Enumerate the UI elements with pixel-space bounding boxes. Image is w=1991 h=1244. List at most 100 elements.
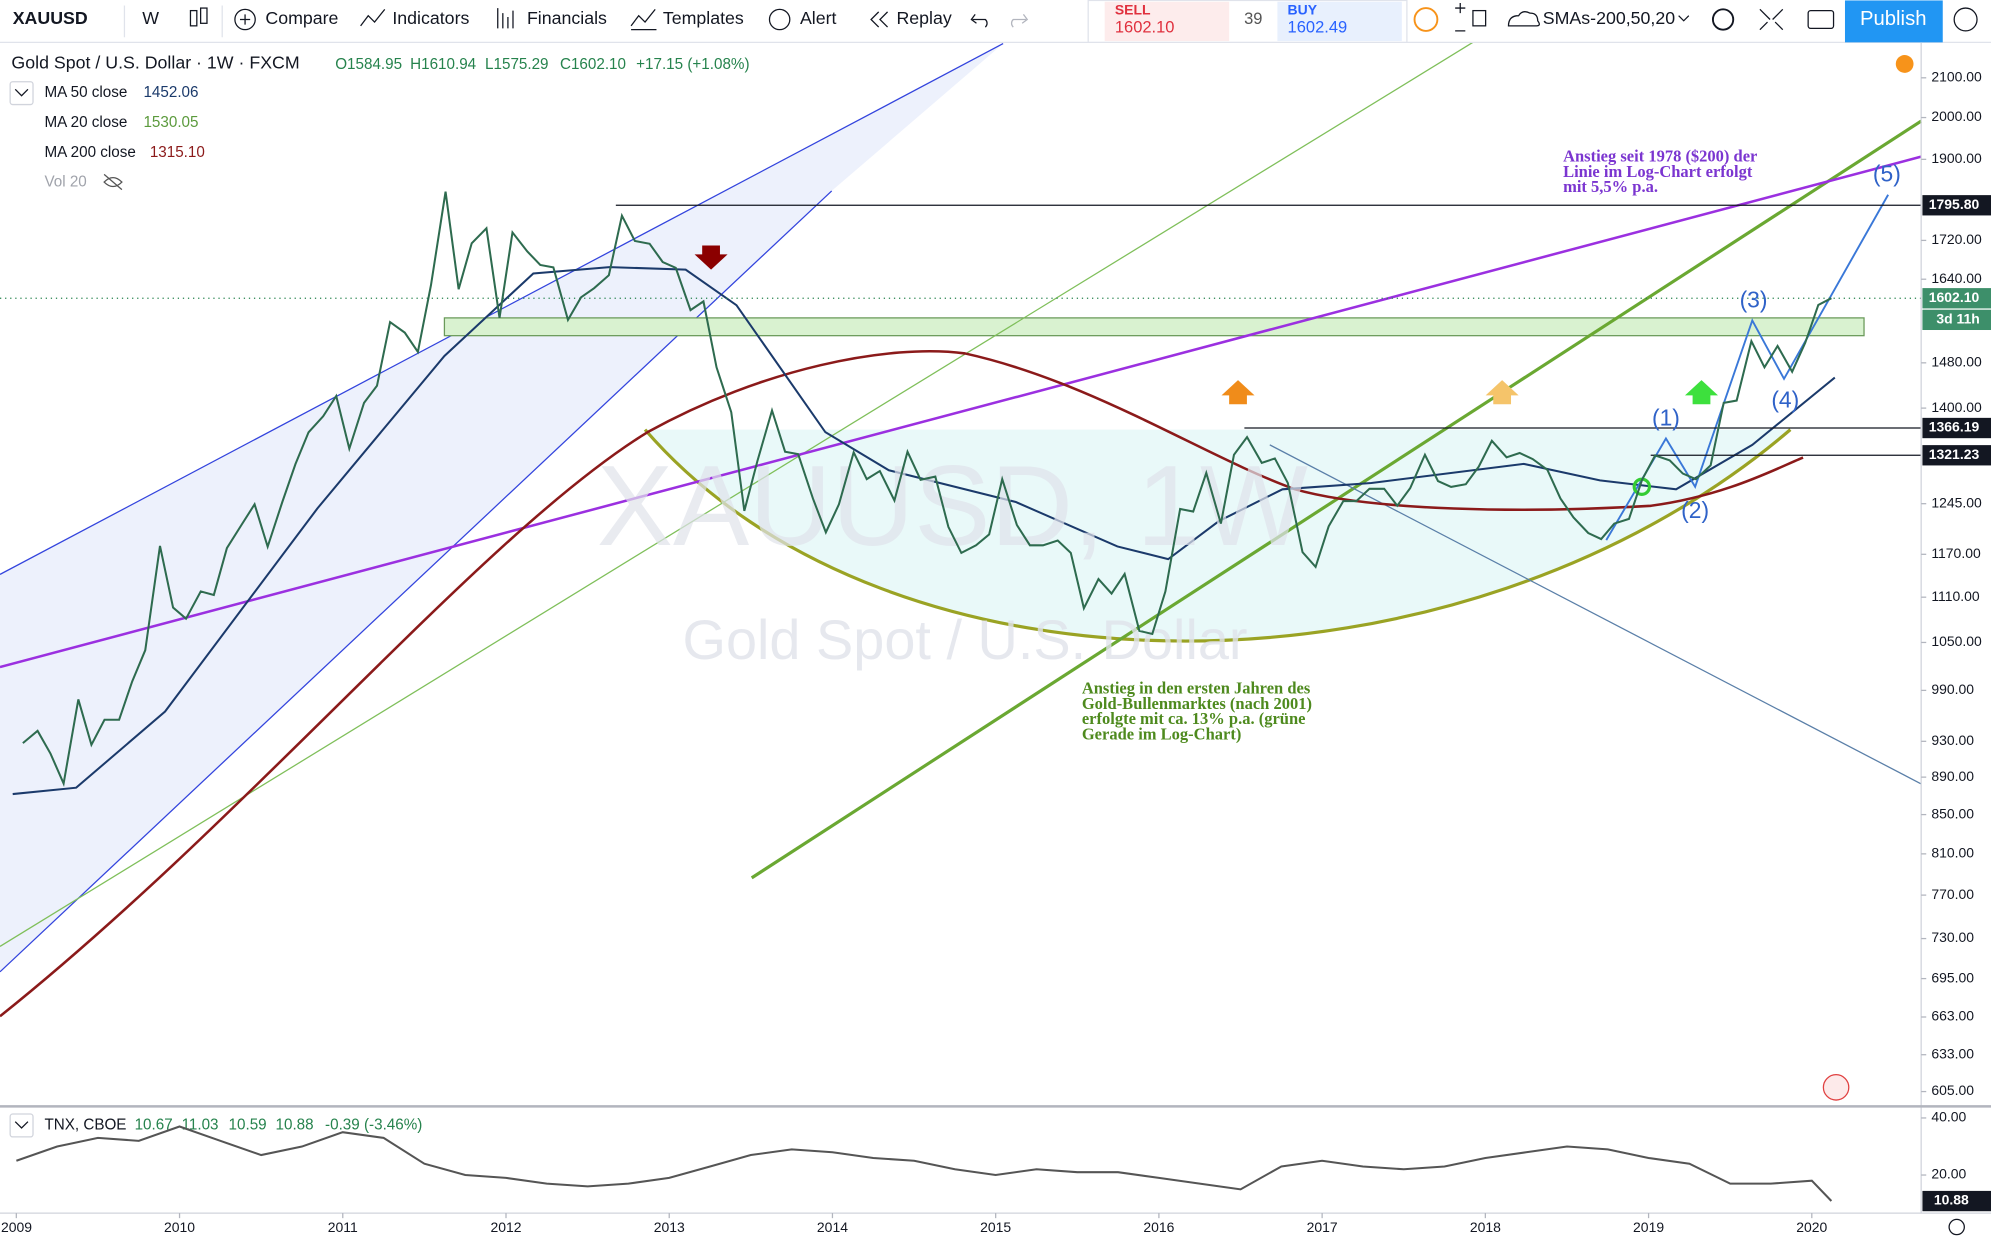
collapse-button[interactable] bbox=[9, 1113, 34, 1138]
y-tick-label: 1640.00 bbox=[1931, 270, 1982, 286]
ma50-curve bbox=[12, 266, 1836, 796]
x-tick-label: 2016 bbox=[1143, 1219, 1174, 1235]
note-line: Anstieg in den ersten Jahren des bbox=[1082, 679, 1311, 698]
price-tag bbox=[1922, 195, 1991, 216]
y-tick-label: 1480.00 bbox=[1931, 354, 1982, 370]
tnx-ohlc: 10.88 bbox=[276, 1116, 314, 1133]
study-name: MA 20 close bbox=[44, 114, 127, 131]
legend-change: +17.15 (+1.08%) bbox=[636, 56, 749, 73]
tnx-ohlc: 11.03 bbox=[182, 1116, 219, 1133]
note-line: Gerade im Log-Chart) bbox=[1082, 724, 1241, 743]
buy-price: 1602.49 bbox=[1288, 19, 1348, 37]
annotations: Anstieg seit 1978 ($200) der Linie im Lo… bbox=[1082, 147, 1758, 744]
y-tick-label: 850.00 bbox=[1931, 805, 1974, 821]
last-price-tag bbox=[1922, 288, 1991, 309]
sell-button[interactable] bbox=[1104, 1, 1230, 42]
sell-price: 1602.10 bbox=[1115, 19, 1175, 37]
replay-play[interactable] bbox=[1953, 7, 1978, 32]
publish-button[interactable] bbox=[1844, 0, 1943, 43]
study-list: MA 50 close 1452.06 MA 20 close 1530.05 MA 2… bbox=[44, 84, 204, 191]
wave-label: (4) bbox=[1771, 387, 1799, 413]
toolbar-button[interactable]: Replay bbox=[896, 8, 951, 28]
legend-ohlc: C1602.10 bbox=[560, 56, 626, 73]
wave-label: (1) bbox=[1652, 405, 1680, 431]
alert-icon bbox=[768, 8, 791, 31]
layout-icon[interactable] bbox=[1472, 9, 1487, 27]
y-tick-label: 695.00 bbox=[1931, 969, 1974, 985]
undo[interactable] bbox=[970, 14, 988, 28]
countdown: 3d 11h bbox=[1936, 311, 1979, 327]
hidden-icon[interactable] bbox=[103, 173, 123, 191]
settings-button[interactable] bbox=[1711, 8, 1735, 31]
price-tag-label: 1321.23 bbox=[1929, 446, 1980, 462]
toolbar-button[interactable]: Compare bbox=[265, 8, 338, 28]
wave-label: (2) bbox=[1681, 497, 1709, 523]
y-tick-label: 1050.00 bbox=[1931, 633, 1982, 649]
icon-part bbox=[199, 7, 208, 24]
events-icon[interactable] bbox=[1822, 1074, 1850, 1101]
trend-line-down bbox=[1269, 444, 1922, 785]
tnx-last-label: 10.88 bbox=[1934, 1192, 1969, 1208]
watermark-symbol: XAUUSD, 1W bbox=[597, 443, 1308, 570]
x-tick-label: 2014 bbox=[817, 1219, 848, 1235]
study-name: Vol 20 bbox=[44, 174, 86, 191]
study-name: MA 50 close bbox=[44, 84, 127, 101]
fullscreen-button[interactable] bbox=[1759, 8, 1784, 31]
y-tick-label: 810.00 bbox=[1931, 845, 1974, 861]
replay-icon bbox=[870, 11, 889, 28]
ma200-curve bbox=[0, 350, 1804, 1018]
study-value: 1452.06 bbox=[143, 84, 198, 101]
y-tick-label: 1245.00 bbox=[1931, 494, 1982, 510]
toolbar-button[interactable]: Indicators bbox=[392, 8, 469, 28]
zoom-icon[interactable] bbox=[1455, 2, 1466, 32]
countdown-tag bbox=[1922, 309, 1991, 331]
info-icon[interactable] bbox=[1413, 7, 1439, 32]
legend-ohlc: H1610.94 bbox=[410, 56, 477, 73]
financials-icon bbox=[497, 8, 514, 29]
price-tag-label: 1366.19 bbox=[1929, 419, 1980, 435]
y-tick-label: 1170.00 bbox=[1931, 545, 1981, 561]
y-tick-label: 1110.00 bbox=[1931, 588, 1980, 604]
templates-icon bbox=[630, 8, 657, 31]
toolbar-button[interactable]: Templates bbox=[663, 8, 744, 28]
legend-title: Gold Spot / U.S. Dollar · 1W · FXCM bbox=[11, 53, 299, 73]
x-tick-label: 2012 bbox=[490, 1219, 521, 1235]
redo[interactable] bbox=[1010, 14, 1029, 28]
publish-label: Publish bbox=[1860, 8, 1927, 30]
x-tick-label: 2020 bbox=[1796, 1219, 1827, 1235]
note-line: mit 5,5% p.a. bbox=[1563, 177, 1658, 196]
tnx-name: TNX, CBOE bbox=[44, 1116, 126, 1133]
snapshot-button[interactable] bbox=[1807, 9, 1835, 30]
arrow-up bbox=[1221, 380, 1255, 405]
cup-curve bbox=[643, 428, 1792, 643]
y-tick-label: 663.00 bbox=[1931, 1008, 1974, 1024]
buy-button[interactable] bbox=[1277, 1, 1402, 42]
y2-tick-label: 40.00 bbox=[1931, 1109, 1966, 1125]
last-price-label: 1602.10 bbox=[1929, 289, 1980, 305]
collapse-button[interactable] bbox=[9, 81, 34, 106]
price-tag-label: 1795.80 bbox=[1929, 196, 1980, 212]
plot-area bbox=[0, 191, 1922, 788]
symbol[interactable]: XAUUSD bbox=[13, 8, 88, 28]
settings-icon[interactable] bbox=[1948, 1218, 1965, 1236]
tnx-pane: TNX, CBOE 10.67 11.03 10.59 10.88 -0.39 … bbox=[9, 1113, 1833, 1202]
y-tick-label: 990.00 bbox=[1931, 681, 1974, 697]
watermark-description: Gold Spot / U.S. Dollar bbox=[683, 608, 1248, 671]
toolbar-button[interactable]: Financials bbox=[527, 8, 607, 28]
compare-icon bbox=[234, 8, 256, 31]
chart-type-icon[interactable] bbox=[189, 7, 208, 27]
indicators-icon bbox=[360, 8, 386, 27]
collapse-icon bbox=[14, 88, 29, 97]
price-tag bbox=[1922, 417, 1991, 439]
interval[interactable]: W bbox=[142, 8, 159, 28]
alert-icon[interactable] bbox=[1895, 55, 1914, 73]
study-value: 1530.05 bbox=[143, 114, 198, 131]
toolbar-button[interactable]: Alert bbox=[800, 8, 837, 28]
tnx-change: -0.39 (-3.46%) bbox=[325, 1116, 422, 1133]
indicator-template[interactable]: SMAs-200,50,20 bbox=[1543, 8, 1675, 28]
y-tick-label: 2000.00 bbox=[1931, 108, 1982, 124]
legend-ohlc: O1584.95 bbox=[335, 56, 402, 73]
x-tick-label: 2013 bbox=[654, 1219, 685, 1235]
price-line-series bbox=[22, 191, 1832, 788]
